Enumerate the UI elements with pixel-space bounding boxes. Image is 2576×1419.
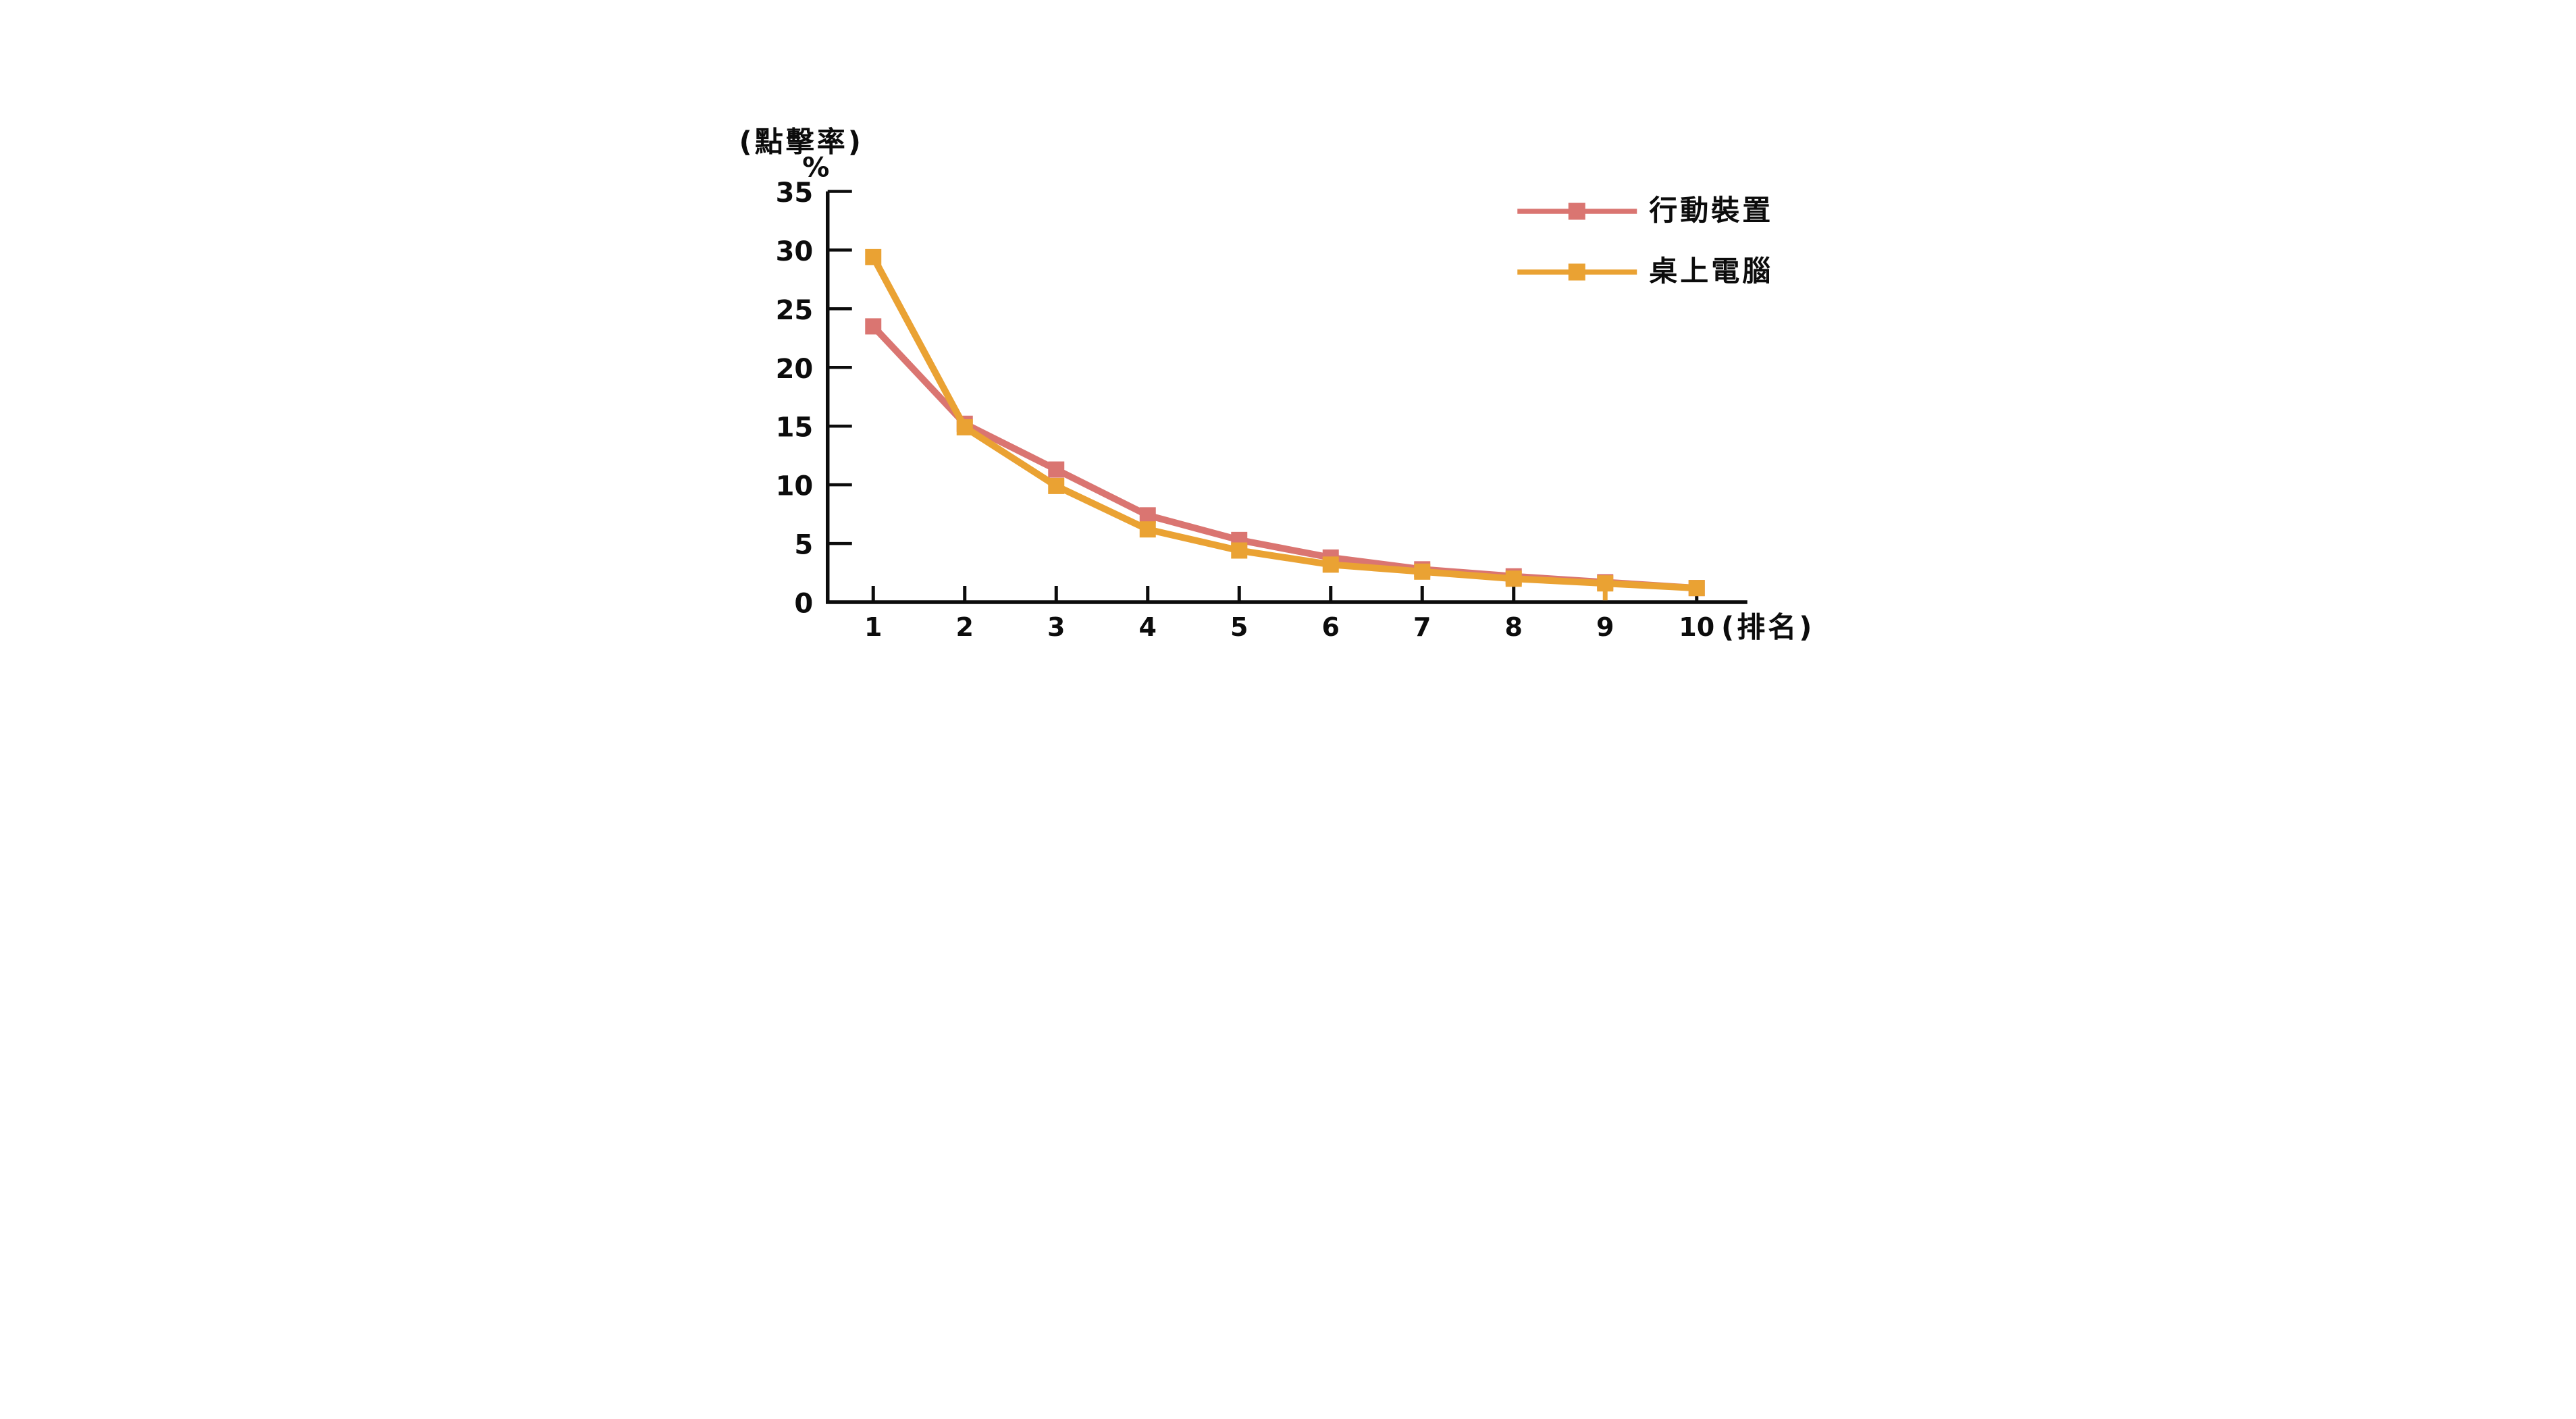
chart-canvas: 0 5 10 15 20 25 30 35 1 2 3 4 5 6 7 8 9 10 行動裝置桌上電腦 (點擊率)… (643, 0, 1933, 710)
data-point-desktop-rank-1 (864, 248, 881, 265)
x-tick-label: 6 (1321, 612, 1339, 642)
x-tick-label: 5 (1230, 612, 1248, 642)
y-tick-label: 25 (775, 295, 813, 326)
legend-label: 桌上電腦 (1649, 255, 1773, 288)
data-point-desktop-rank-10 (1688, 580, 1705, 597)
series-line-mobile (870, 324, 1697, 592)
data-point-desktop-rank-9 (1596, 575, 1613, 592)
x-tick-label: 8 (1504, 612, 1522, 642)
y-tick-label: 0 (794, 589, 813, 620)
x-tick-label: 9 (1596, 612, 1614, 642)
x-tick-label: 10 (1679, 612, 1714, 642)
y-tick-label: 15 (775, 412, 813, 444)
x-tick-label: 1 (864, 612, 882, 642)
x-tick-label: 4 (1138, 612, 1156, 642)
y-axis-unit: % (802, 153, 829, 184)
data-point-desktop-rank-5 (1230, 542, 1247, 559)
data-point-mobile-rank-4 (1139, 507, 1156, 524)
data-point-mobile-rank-1 (864, 318, 881, 335)
x-tick-label: 7 (1413, 612, 1431, 642)
data-point-desktop-rank-2 (956, 419, 973, 435)
y-tick-label: 35 (775, 178, 813, 209)
legend-item-desktop: 桌上電腦 (1517, 255, 1773, 288)
y-tick-label: 20 (775, 354, 813, 385)
legend-item-mobile: 行動裝置 (1517, 194, 1773, 227)
y-tick-label: 10 (775, 471, 813, 502)
series-lines (864, 248, 1705, 597)
y-tick-label: 5 (794, 530, 813, 561)
x-tick-label: 3 (1047, 612, 1065, 642)
axes: 0 5 10 15 20 25 30 35 1 2 3 4 5 6 7 8 9 10 (775, 178, 1747, 642)
data-point-desktop-rank-3 (1047, 477, 1064, 494)
y-tick-label: 30 (775, 236, 813, 267)
data-point-mobile-rank-3 (1047, 461, 1064, 478)
legend-label: 行動裝置 (1649, 194, 1773, 227)
data-point-desktop-rank-4 (1139, 521, 1156, 538)
data-point-desktop-rank-7 (1413, 563, 1430, 580)
x-tick-label: 2 (955, 612, 973, 642)
legend-swatch-marker (1568, 263, 1585, 281)
y-axis-title: (點擊率) (739, 126, 863, 159)
series-line-desktop (870, 255, 1697, 592)
x-axis-title: (排名) (1721, 611, 1814, 644)
data-point-desktop-rank-6 (1322, 556, 1339, 573)
legend-swatch-marker (1568, 203, 1585, 220)
data-point-desktop-rank-8 (1505, 570, 1522, 587)
